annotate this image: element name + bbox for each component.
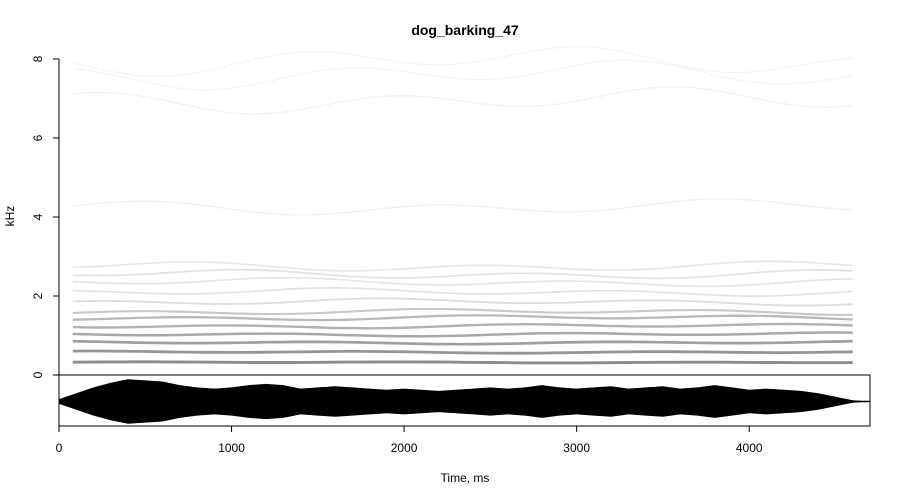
y-tick-label: 2 (31, 292, 45, 299)
y-tick-label: 4 (31, 213, 45, 220)
harmonic-band (72, 349, 853, 355)
x-tick-label: 0 (56, 441, 63, 455)
harmonic-band (72, 322, 853, 330)
x-axis: 0 1000 2000 3000 4000 Time, ms (56, 426, 763, 485)
harmonic-band (72, 260, 853, 272)
y-tick-label: 0 (31, 371, 45, 378)
y-tick-label: 8 (31, 55, 45, 62)
chart-title: dog_barking_47 (411, 22, 519, 38)
y-tick-label: 6 (31, 134, 45, 141)
x-tick-label: 1000 (218, 441, 245, 455)
x-axis-title: Time, ms (441, 471, 490, 485)
harmonic-band (72, 86, 853, 115)
waveform-panel (59, 379, 870, 424)
waveform-frame (58, 374, 871, 427)
harmonic-band (72, 339, 853, 346)
spectrogram-plot (72, 46, 853, 365)
x-tick-label: 2000 (391, 441, 418, 455)
harmonic-band (72, 297, 853, 307)
x-tick-label: 3000 (563, 441, 590, 455)
harmonic-band (72, 307, 853, 316)
harmonic-band (72, 268, 853, 280)
harmonic-band (72, 287, 853, 297)
x-tick-label: 4000 (736, 441, 763, 455)
harmonic-band (72, 198, 853, 216)
harmonic-band (72, 314, 853, 322)
harmonic-band (72, 59, 853, 91)
harmonic-band (72, 360, 853, 365)
harmonic-band (72, 331, 853, 338)
y-axis-title: kHz (3, 206, 17, 227)
harmonic-band (72, 276, 853, 288)
harmonic-band (72, 46, 853, 77)
y-axis: 0 2 4 6 8 kHz (3, 55, 60, 378)
